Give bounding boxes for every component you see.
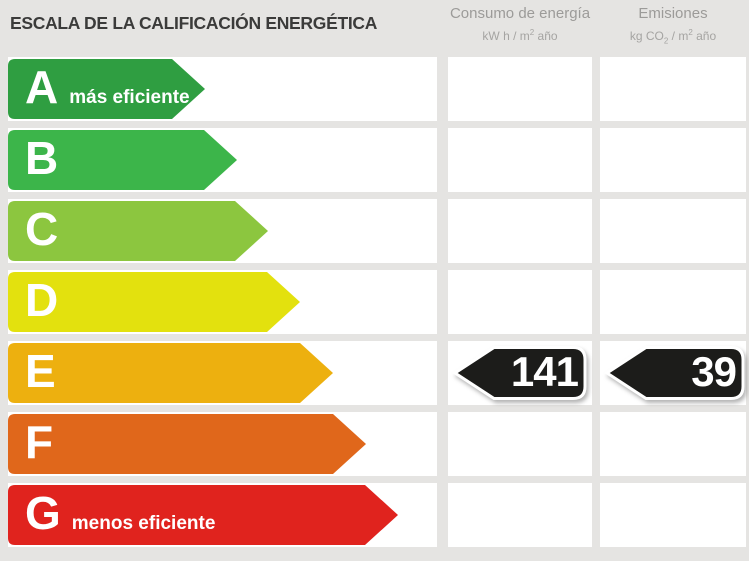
emisiones-column-header: Emisiones kg CO2 / m2 año [600,5,746,48]
rating-row-c: C [0,199,749,263]
consumo-cell [448,128,592,192]
badge-arrow-shape [604,346,745,400]
rating-letter-e: E [25,345,56,397]
rating-bar-e [8,343,333,403]
consumo-column-header: Consumo de energía kW h / m2 año [448,5,592,44]
rating-letter-b: B [25,132,59,184]
emisiones-cell [600,412,746,476]
rating-row-d: D [0,270,749,334]
rating-bar-text: C [25,201,58,261]
rating-row-f: F [0,412,749,476]
consumo-cell [448,412,592,476]
emisiones-label: Emisiones [638,5,708,22]
consumo-cell [448,483,592,547]
rating-row-e: E 141 39 [0,341,749,405]
emisiones-unit: kg CO2 / m2 año [629,28,717,46]
rating-bar-text: E [25,343,56,403]
most-efficient-label: más eficiente [69,87,190,108]
consumo-label: Consumo de energía [449,5,591,22]
rating-bar-a [8,59,205,119]
badge-arrow-shape [452,346,587,400]
emisiones-value: 39 [691,348,737,395]
rating-letter-f: F [25,416,54,468]
rating-bar-c [8,201,268,261]
rating-bar-g [8,485,398,545]
page-title: ESCALA DE LA CALIFICACIÓN ENERGÉTICA [10,13,378,33]
emisiones-cell [600,128,746,192]
rating-bar-d [8,272,300,332]
emisiones-cell [600,57,746,121]
least-efficient-label: menos eficiente [71,513,216,534]
rating-row-b: B [0,128,749,192]
consumo-cell [448,57,592,121]
rating-bar-text: F [25,414,53,474]
rating-bar-text: D [25,272,58,332]
consumo-cell [448,199,592,263]
rating-letter-a: A [25,61,59,113]
consumo-value: 141 [510,348,579,395]
rating-bar-text: B [25,130,58,190]
consumo-unit: kW h / m2 año [482,28,558,43]
emisiones-cell [600,483,746,547]
emisiones-value-badge: 39 [604,344,746,402]
rating-letter-g: G [25,487,61,539]
rating-letter-d: D [25,274,59,326]
rating-bar-f [8,414,366,474]
rating-letter-c: C [25,203,59,255]
consumo-cell [448,270,592,334]
consumo-value-badge: 141 [452,344,588,402]
emisiones-cell [600,199,746,263]
rating-bar-b [8,130,237,190]
emisiones-cell [600,270,746,334]
